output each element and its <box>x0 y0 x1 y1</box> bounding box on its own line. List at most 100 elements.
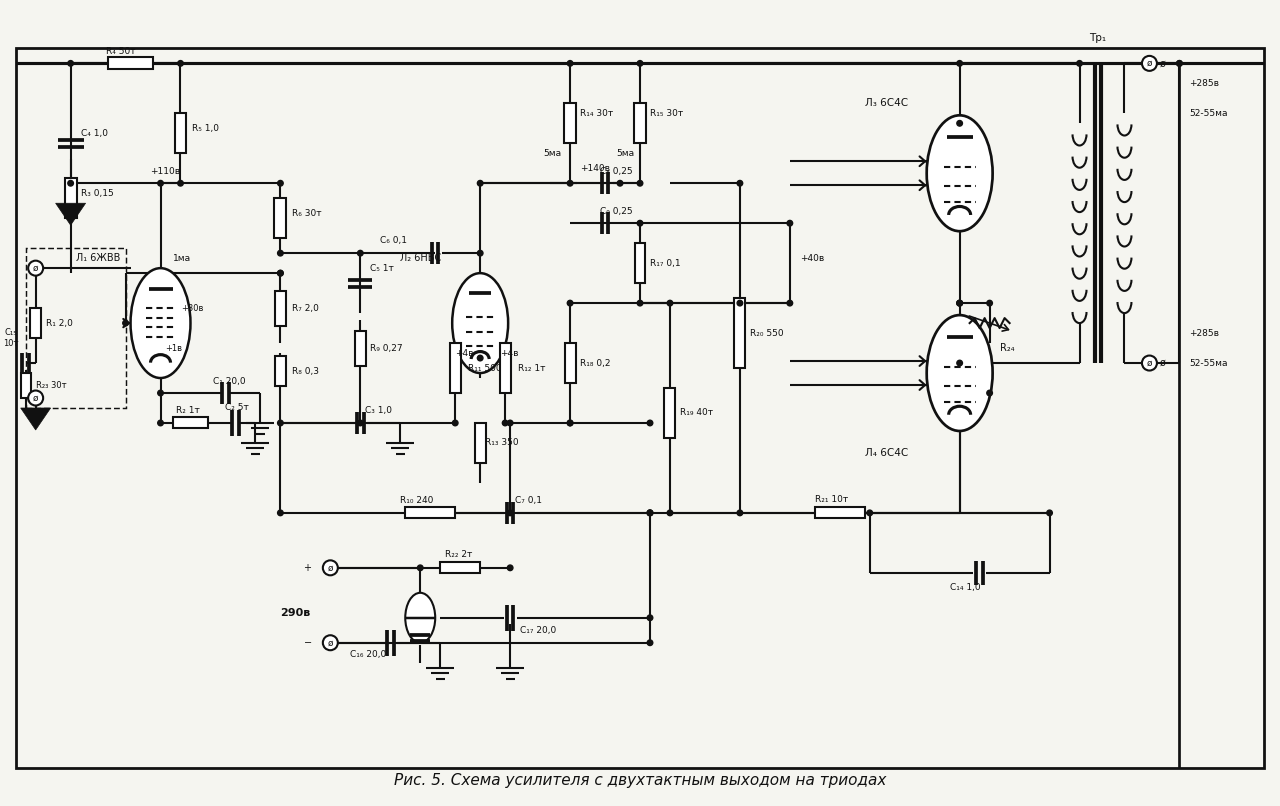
Circle shape <box>957 301 963 306</box>
Circle shape <box>278 251 283 256</box>
Circle shape <box>502 420 508 426</box>
Text: C₁₆ 20,0: C₁₆ 20,0 <box>351 650 387 659</box>
Circle shape <box>323 635 338 650</box>
Circle shape <box>278 270 283 276</box>
Bar <box>735 298 745 368</box>
Circle shape <box>1047 510 1052 516</box>
Text: C₈ 0,25: C₈ 0,25 <box>600 167 632 176</box>
Text: Л₄ 6С4С: Л₄ 6С4С <box>865 448 908 458</box>
Circle shape <box>737 301 742 306</box>
Ellipse shape <box>131 268 191 378</box>
Bar <box>440 563 480 573</box>
Text: +110в: +110в <box>151 167 180 176</box>
Text: C₁₄ 1,0: C₁₄ 1,0 <box>950 584 980 592</box>
Circle shape <box>667 301 673 306</box>
Circle shape <box>637 220 643 226</box>
Circle shape <box>1142 56 1157 71</box>
Text: R₁ 2,0: R₁ 2,0 <box>46 318 73 327</box>
Text: ø: ø <box>33 393 38 402</box>
Text: R₁₁ 500: R₁₁ 500 <box>468 364 502 372</box>
Text: +285в: +285в <box>1189 79 1220 88</box>
Text: Л₃ 6С4С: Л₃ 6С4С <box>865 98 908 108</box>
Text: C₂ 5т: C₂ 5т <box>225 404 250 413</box>
Bar <box>274 198 287 239</box>
Text: R₁₂ 1т: R₁₂ 1т <box>518 364 545 372</box>
Circle shape <box>357 420 364 426</box>
Text: C₁ 20,0: C₁ 20,0 <box>214 376 246 385</box>
Text: R₉ 0,27: R₉ 0,27 <box>370 343 403 352</box>
Circle shape <box>648 420 653 426</box>
Circle shape <box>737 181 742 186</box>
Bar <box>20 372 31 397</box>
Bar <box>174 114 187 153</box>
Circle shape <box>637 181 643 186</box>
Circle shape <box>123 320 128 326</box>
Polygon shape <box>20 408 51 430</box>
Circle shape <box>867 510 873 516</box>
Circle shape <box>567 420 573 426</box>
Text: −: − <box>305 638 315 648</box>
Text: C₅ 1т: C₅ 1т <box>370 264 394 272</box>
Text: C₁₇ 20,0: C₁₇ 20,0 <box>520 626 557 635</box>
Circle shape <box>178 60 183 66</box>
Circle shape <box>477 355 483 361</box>
Text: ø: ø <box>1147 359 1152 368</box>
Text: C₄ 1,0: C₄ 1,0 <box>81 129 108 138</box>
Text: 290в: 290в <box>280 608 311 617</box>
Bar <box>275 356 285 386</box>
Text: R₂₃ 30т: R₂₃ 30т <box>36 380 67 389</box>
Text: +285в: +285в <box>1189 329 1220 338</box>
Text: R₁₃ 350: R₁₃ 350 <box>485 438 518 447</box>
Text: C₇ 0,1: C₇ 0,1 <box>515 496 543 505</box>
Text: R₁₇ 0,1: R₁₇ 0,1 <box>650 259 681 268</box>
Text: +4в: +4в <box>500 348 518 358</box>
Circle shape <box>417 565 422 571</box>
Text: Л₂ 6НВС: Л₂ 6НВС <box>401 253 442 263</box>
Text: ø: ø <box>1160 358 1165 368</box>
Text: C₃ 1,0: C₃ 1,0 <box>365 406 392 415</box>
Circle shape <box>787 220 792 226</box>
Text: R₈ 0,3: R₈ 0,3 <box>292 367 320 376</box>
Bar <box>634 103 646 143</box>
Bar <box>815 508 865 518</box>
Text: 5ма: 5ма <box>616 149 634 158</box>
Text: Рис. 5. Схема усилителя с двухтактным выходом на триодах: Рис. 5. Схема усилителя с двухтактным вы… <box>394 773 886 787</box>
Bar <box>499 343 511 393</box>
Bar <box>173 418 207 429</box>
Circle shape <box>637 60 643 66</box>
Bar <box>64 178 77 218</box>
Ellipse shape <box>406 592 435 642</box>
Text: R₂₂ 2т: R₂₂ 2т <box>445 550 472 559</box>
Text: 52-55ма: 52-55ма <box>1189 109 1228 118</box>
Ellipse shape <box>927 115 992 231</box>
Bar <box>664 388 676 438</box>
Bar <box>475 423 485 463</box>
Text: +30в: +30в <box>182 304 204 313</box>
Circle shape <box>452 420 458 426</box>
Text: R₃ 0,15: R₃ 0,15 <box>81 189 114 197</box>
Bar <box>275 291 285 326</box>
Circle shape <box>567 420 573 426</box>
Circle shape <box>278 420 283 426</box>
Circle shape <box>477 181 483 186</box>
Circle shape <box>507 510 513 516</box>
Text: ø: ø <box>328 638 333 647</box>
Circle shape <box>323 560 338 575</box>
Circle shape <box>987 390 992 396</box>
Bar <box>564 343 576 383</box>
Bar <box>406 508 456 518</box>
Text: R₆ 30т: R₆ 30т <box>292 209 323 218</box>
Circle shape <box>1076 60 1083 66</box>
Circle shape <box>617 181 623 186</box>
Text: +40в: +40в <box>800 254 824 263</box>
Polygon shape <box>55 203 86 225</box>
Circle shape <box>957 301 963 306</box>
Text: ø: ø <box>33 264 38 272</box>
Circle shape <box>278 270 283 276</box>
Circle shape <box>648 615 653 621</box>
Circle shape <box>957 121 963 126</box>
Circle shape <box>957 301 963 306</box>
Bar <box>355 330 366 366</box>
Text: +4в: +4в <box>456 348 474 358</box>
Bar <box>564 103 576 143</box>
